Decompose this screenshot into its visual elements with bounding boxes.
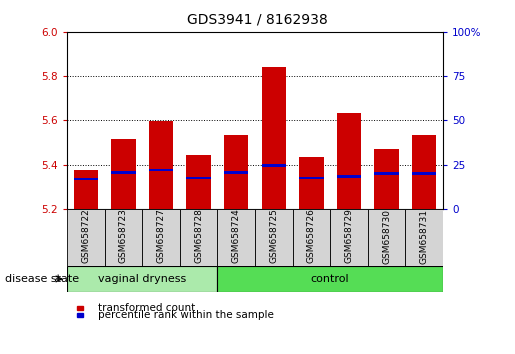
- FancyBboxPatch shape: [368, 209, 405, 266]
- Bar: [186, 155, 211, 209]
- Bar: [299, 177, 323, 179]
- Text: GSM658723: GSM658723: [119, 209, 128, 263]
- Text: GSM658730: GSM658730: [382, 209, 391, 263]
- FancyBboxPatch shape: [67, 209, 105, 266]
- Bar: [149, 121, 173, 209]
- Bar: [224, 135, 248, 209]
- FancyBboxPatch shape: [180, 209, 217, 266]
- Bar: [77, 313, 83, 317]
- Text: vaginal dryness: vaginal dryness: [98, 274, 186, 284]
- Text: GSM658724: GSM658724: [232, 209, 241, 263]
- FancyBboxPatch shape: [105, 209, 142, 266]
- Bar: [374, 149, 399, 209]
- FancyBboxPatch shape: [67, 266, 217, 292]
- FancyBboxPatch shape: [217, 266, 443, 292]
- Bar: [111, 171, 135, 174]
- Bar: [412, 135, 436, 209]
- Bar: [337, 113, 361, 209]
- Bar: [74, 178, 98, 180]
- Text: transformed count: transformed count: [98, 303, 195, 313]
- Bar: [299, 157, 323, 209]
- Bar: [337, 176, 361, 178]
- Bar: [412, 172, 436, 175]
- Text: percentile rank within the sample: percentile rank within the sample: [98, 310, 274, 320]
- Bar: [111, 139, 135, 209]
- Bar: [262, 67, 286, 209]
- Text: GSM658731: GSM658731: [420, 209, 428, 263]
- FancyBboxPatch shape: [142, 209, 180, 266]
- Bar: [374, 172, 399, 175]
- Text: GSM658722: GSM658722: [81, 209, 90, 263]
- Text: GSM658727: GSM658727: [157, 209, 165, 263]
- FancyBboxPatch shape: [405, 209, 443, 266]
- FancyBboxPatch shape: [330, 209, 368, 266]
- Bar: [262, 164, 286, 167]
- Bar: [186, 177, 211, 179]
- Text: GSM658729: GSM658729: [345, 209, 353, 263]
- Text: GSM658728: GSM658728: [194, 209, 203, 263]
- Bar: [224, 171, 248, 174]
- Bar: [74, 170, 98, 209]
- Text: GDS3941 / 8162938: GDS3941 / 8162938: [187, 12, 328, 27]
- FancyBboxPatch shape: [255, 209, 293, 266]
- Text: control: control: [311, 274, 349, 284]
- FancyBboxPatch shape: [217, 209, 255, 266]
- Bar: [77, 306, 83, 310]
- Bar: [149, 169, 173, 171]
- FancyBboxPatch shape: [293, 209, 330, 266]
- Text: disease state: disease state: [5, 274, 79, 284]
- Text: GSM658726: GSM658726: [307, 209, 316, 263]
- Text: GSM658725: GSM658725: [269, 209, 278, 263]
